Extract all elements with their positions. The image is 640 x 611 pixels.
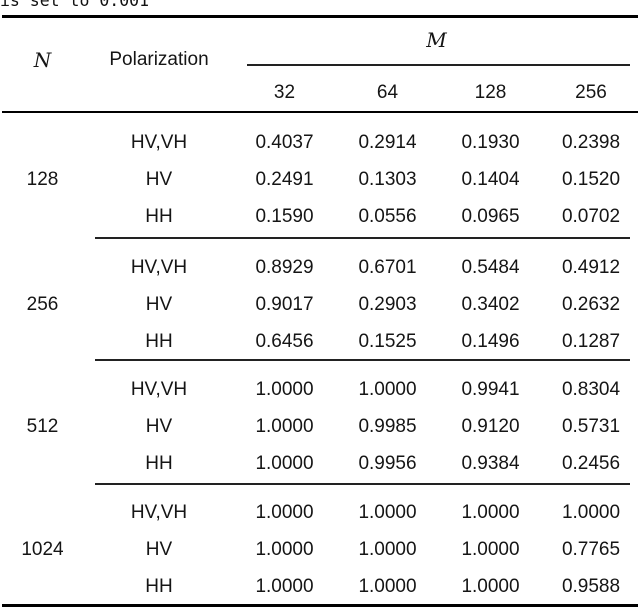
value-cell: 1.0000 — [255, 539, 314, 560]
polarization-cell: HH — [145, 453, 173, 474]
polarization-cell: HV,VH — [130, 502, 188, 523]
table-row: HV,VH 1.0000 1.0000 0.9941 0.8304 — [85, 371, 640, 408]
column-group-header-m: M — [426, 28, 447, 52]
n-group-label: 512 — [26, 416, 59, 437]
m-subheader-32: 32 — [273, 82, 296, 103]
value-cell: 0.5484 — [461, 257, 520, 278]
value-cell: 1.0000 — [358, 576, 417, 597]
polarization-cell: HV — [145, 294, 173, 315]
value-cell: 1.0000 — [461, 539, 520, 560]
group-separator-rule — [95, 237, 630, 239]
value-cell: 0.9985 — [358, 416, 417, 437]
caption-cutoff-text: is set to 0.001 — [0, 0, 150, 10]
table-row: HH 1.0000 1.0000 1.0000 0.9588 — [85, 568, 640, 605]
table-row: HV 0.2491 0.1303 0.1404 0.1520 — [85, 161, 640, 198]
table-row: HV 0.9017 0.2903 0.3402 0.2632 — [85, 286, 640, 323]
top-rule — [2, 15, 638, 18]
polarization-cell: HV — [145, 169, 173, 190]
value-cell: 0.0965 — [461, 206, 520, 227]
table-row: HV,VH 0.8929 0.6701 0.5484 0.4912 — [85, 249, 640, 286]
polarization-cell: HV,VH — [130, 132, 188, 153]
value-cell: 0.6456 — [255, 331, 314, 352]
m-subheader-128: 128 — [474, 82, 507, 103]
value-cell: 0.3402 — [461, 294, 520, 315]
value-cell: 0.1287 — [561, 331, 621, 352]
value-cell: 0.1404 — [461, 169, 520, 190]
value-cell: 0.9384 — [461, 453, 520, 474]
m-column-rule — [247, 64, 630, 66]
value-cell: 0.9588 — [561, 576, 621, 597]
column-header-polarization: Polarization — [109, 49, 209, 70]
value-cell: 1.0000 — [561, 502, 621, 523]
value-cell: 1.0000 — [255, 502, 314, 523]
value-cell: 0.4037 — [255, 132, 314, 153]
value-cell: 0.1520 — [561, 169, 621, 190]
value-cell: 0.2914 — [358, 132, 417, 153]
polarization-cell: HH — [145, 206, 173, 227]
value-cell: 0.9120 — [461, 416, 520, 437]
table-row: HV,VH 1.0000 1.0000 1.0000 1.0000 — [85, 494, 640, 531]
value-cell: 0.7765 — [561, 539, 621, 560]
value-cell: 0.6701 — [358, 257, 417, 278]
table-row: HH 0.1590 0.0556 0.0965 0.0702 — [85, 198, 640, 235]
m-subheader-256: 256 — [575, 82, 607, 103]
table-row: HV 1.0000 0.9985 0.9120 0.5731 — [85, 408, 640, 445]
value-cell: 1.0000 — [461, 576, 520, 597]
polarization-cell: HV — [145, 416, 173, 437]
value-cell: 1.0000 — [255, 576, 314, 597]
value-cell: 0.2632 — [561, 294, 621, 315]
value-cell: 0.2903 — [358, 294, 417, 315]
value-cell: 1.0000 — [358, 539, 417, 560]
n-group-label: 1024 — [21, 539, 64, 560]
value-cell: 0.2491 — [255, 169, 314, 190]
value-cell: 0.2398 — [561, 132, 621, 153]
value-cell: 1.0000 — [358, 379, 417, 400]
value-cell: 0.8304 — [561, 379, 621, 400]
value-cell: 0.1525 — [358, 331, 417, 352]
value-cell: 1.0000 — [255, 453, 314, 474]
group-separator-rule — [95, 359, 630, 361]
value-cell: 0.4912 — [561, 257, 621, 278]
value-cell: 0.1496 — [461, 331, 520, 352]
value-cell: 0.2456 — [561, 453, 621, 474]
value-cell: 0.1930 — [461, 132, 520, 153]
table-row: HV,VH 0.4037 0.2914 0.1930 0.2398 — [85, 124, 640, 161]
polarization-cell: HH — [145, 576, 173, 597]
bottom-rule — [2, 604, 638, 607]
value-cell: 0.1590 — [255, 206, 314, 227]
value-cell: 0.9017 — [255, 294, 314, 315]
m-subheader-row: 32 64 128 256 — [233, 73, 640, 112]
polarization-cell: HH — [145, 331, 173, 352]
column-header-n: N — [33, 48, 52, 72]
polarization-cell: HV,VH — [130, 257, 188, 278]
n-group-label: 128 — [26, 169, 59, 190]
group-separator-rule — [95, 483, 630, 485]
n-group-label: 256 — [26, 294, 59, 315]
polarization-cell: HV,VH — [130, 379, 188, 400]
value-cell: 1.0000 — [255, 379, 314, 400]
value-cell: 1.0000 — [255, 416, 314, 437]
value-cell: 1.0000 — [358, 502, 417, 523]
value-cell: 0.1303 — [358, 169, 417, 190]
header-rule — [2, 111, 638, 113]
value-cell: 0.9956 — [358, 453, 417, 474]
value-cell: 1.0000 — [461, 502, 520, 523]
value-cell: 0.0702 — [561, 206, 621, 227]
polarization-cell: HV — [145, 539, 173, 560]
value-cell: 0.9941 — [461, 379, 520, 400]
table-row: HV 1.0000 1.0000 1.0000 0.7765 — [85, 531, 640, 568]
table-row: HH 0.6456 0.1525 0.1496 0.1287 — [85, 323, 640, 360]
value-cell: 0.8929 — [255, 257, 314, 278]
m-subheader-64: 64 — [376, 82, 399, 103]
value-cell: 0.5731 — [561, 416, 621, 437]
value-cell: 0.0556 — [358, 206, 417, 227]
table-row: HH 1.0000 0.9956 0.9384 0.2456 — [85, 445, 640, 482]
